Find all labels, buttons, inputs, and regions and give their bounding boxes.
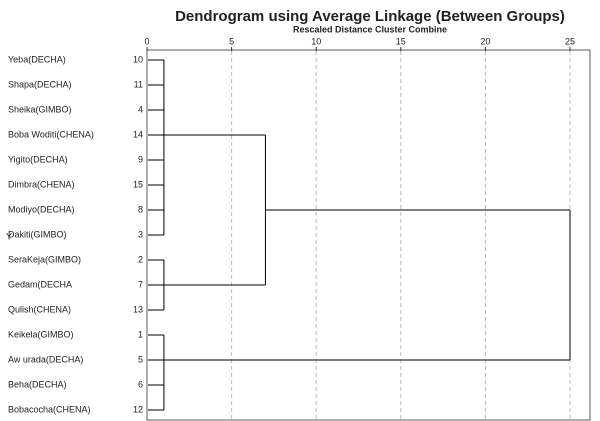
leaf-label: Dimbra(CHENA) bbox=[8, 179, 75, 189]
leaf-label: Boba Woditi(CHENA) bbox=[8, 129, 94, 139]
leaf-label: Yigito(DECHA) bbox=[8, 154, 68, 164]
leaf-label: Aw urada(DECHA) bbox=[8, 354, 83, 364]
case-number: 3 bbox=[138, 229, 143, 239]
y-axis-label: Y bbox=[6, 231, 12, 241]
case-number: 6 bbox=[138, 379, 143, 389]
x-tick-label: 25 bbox=[565, 36, 575, 46]
case-number: 13 bbox=[133, 304, 143, 314]
chart-subtitle: Rescaled Distance Cluster Combine bbox=[293, 24, 447, 34]
case-number: 2 bbox=[138, 254, 143, 264]
leaf-label: Shapa(DECHA) bbox=[8, 79, 72, 89]
leaf-label: Sheika(GIMBO) bbox=[8, 104, 72, 114]
case-number: 15 bbox=[133, 179, 143, 189]
case-number: 7 bbox=[138, 279, 143, 289]
case-number: 10 bbox=[133, 54, 143, 64]
chart-title: Dendrogram using Average Linkage (Betwee… bbox=[175, 8, 565, 25]
leaf-label: Modiyo(DECHA) bbox=[8, 204, 75, 214]
x-tick-label: 5 bbox=[229, 36, 234, 46]
leaf-label: SeraKeja(GIMBO) bbox=[8, 254, 81, 264]
case-number: 1 bbox=[138, 329, 143, 339]
leaf-label: Qulish(CHENA) bbox=[8, 304, 71, 314]
leaf-label: Gedam(DECHA bbox=[8, 279, 72, 289]
plot-frame bbox=[146, 49, 591, 421]
case-number: 9 bbox=[138, 154, 143, 164]
case-number: 14 bbox=[133, 129, 143, 139]
case-number: 11 bbox=[134, 79, 143, 89]
x-tick-label: 0 bbox=[144, 36, 149, 46]
leaf-label: Yeba(DECHA) bbox=[8, 54, 66, 64]
case-number: 12 bbox=[133, 404, 143, 414]
leaf-label: Keikela(GIMBO) bbox=[8, 329, 74, 339]
case-number: 8 bbox=[138, 204, 143, 214]
x-tick-label: 10 bbox=[311, 36, 321, 46]
x-tick-label: 20 bbox=[480, 36, 490, 46]
leaf-label: Bobacocha(CHENA) bbox=[8, 404, 91, 414]
x-tick-label: 15 bbox=[396, 36, 406, 46]
leaf-label: Dakiti(GIMBO) bbox=[8, 229, 67, 239]
leaf-label: Beha(DECHA) bbox=[8, 379, 67, 389]
case-number: 4 bbox=[138, 104, 143, 114]
case-number: 5 bbox=[138, 354, 143, 364]
